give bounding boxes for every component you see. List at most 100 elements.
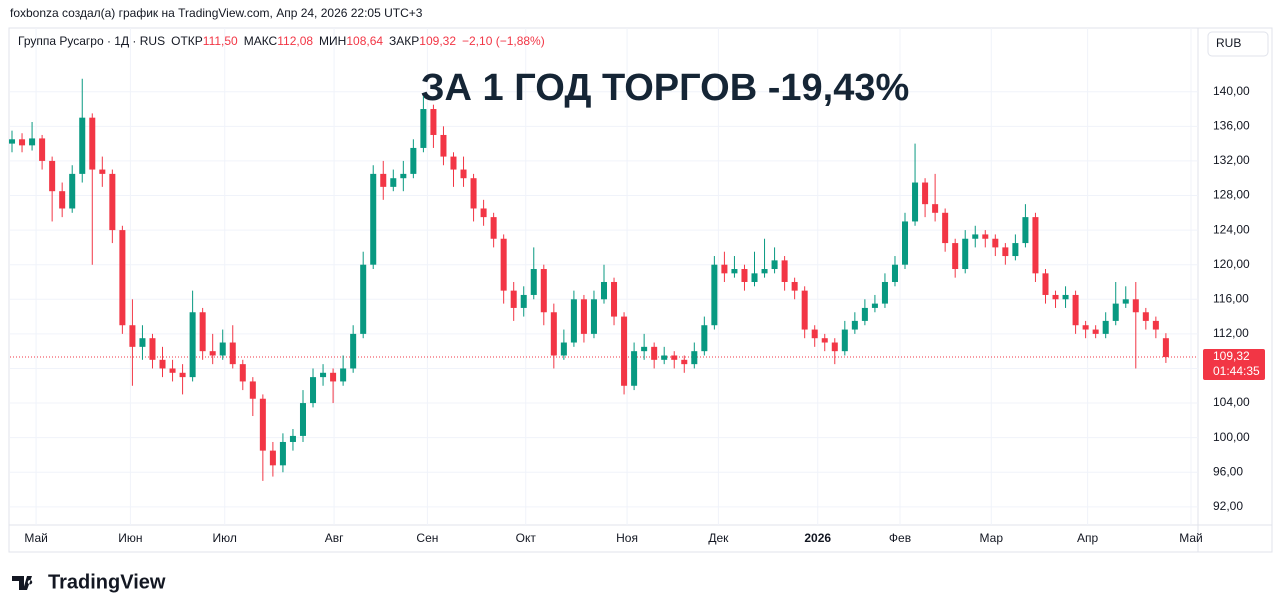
candle-body [1032,217,1039,274]
candle-body [1002,247,1009,257]
candle-body [259,398,266,451]
candle-body [821,338,828,343]
currency[interactable]: RUB [1216,36,1241,50]
candle-body [530,269,537,295]
candle-body [982,234,989,239]
candle-body [1132,299,1139,313]
candle-body [751,273,758,282]
header: foxbonza создал(а) график на TradingView… [10,6,423,20]
candle-body [39,138,46,161]
candle-body [671,355,678,360]
candle-body [1012,243,1019,257]
candle-body [661,355,668,360]
candle-body [1102,320,1109,334]
candle-body [380,173,387,187]
y-tick-label: 120,00 [1213,257,1250,271]
candle-body [580,299,587,334]
candle-body [891,264,898,282]
candle-body [1082,325,1089,330]
symbol: Группа Русагро · 1Д · RUS [18,34,165,48]
candle-body [129,325,136,347]
candle-body [320,372,327,378]
candle-body [952,243,959,270]
candle-body [701,325,708,352]
candle-body [450,156,457,170]
y-tick-label: 132,00 [1213,153,1250,167]
high-label: МАКС [244,34,278,48]
y-tick-label: 100,00 [1213,430,1250,444]
candle-body [159,359,166,369]
candle-body [932,204,939,213]
candle-body [851,320,858,330]
candle-body [99,169,106,174]
logo-text: TradingView [48,571,166,593]
y-tick-label: 136,00 [1213,118,1250,132]
candle-body [881,281,888,304]
candle-body [942,212,949,244]
logo-mark [12,576,33,590]
candle-body [972,234,979,239]
candle-body [229,342,236,365]
y-tick-label: 128,00 [1213,188,1250,202]
candle-body [811,329,818,339]
candle-body [470,178,477,209]
chart-frame [8,27,1273,553]
candle-body [299,403,306,436]
currency-button[interactable] [1207,31,1269,57]
candle-body [711,264,718,326]
candle-body [611,281,618,317]
candle-body [269,450,276,466]
candle-body [149,338,156,360]
candle-body [600,281,608,300]
candle-body [1162,338,1169,358]
chart-title: ЗА 1 ГОД ТОРГОВ -19,43% [421,67,910,109]
candle-body [631,351,638,386]
x-tick-label: Май [1179,531,1203,545]
candle-body [721,264,728,274]
y-tick-label: 124,00 [1213,222,1250,236]
x-tick-label: Окт [516,531,537,545]
candle-body [1152,320,1159,330]
candle-body [420,109,427,148]
candle-body [781,260,788,282]
candle-body [691,351,698,365]
y-tick-label: 140,00 [1213,84,1250,98]
open: 111,50 [203,34,238,48]
candle-body [912,182,919,222]
candle-body [922,182,929,205]
candle-body [480,208,487,218]
candle-body [841,329,848,352]
candle-body [761,269,768,274]
candle-body [430,109,437,135]
countdown: 01:44:35 [1213,364,1260,378]
high: 112,08 [277,34,313,48]
candle-body [641,346,648,352]
candle-body [1092,329,1099,334]
candle-body [189,312,196,378]
candle-body [831,342,838,352]
candle-body [741,269,748,282]
candle-body [681,359,688,365]
candle-body [279,441,286,466]
candle-body [340,368,347,382]
x-tick-label: Сен [416,531,438,545]
legend: Группа Русагро · 1Д · RUS ОТКР111,50 МАКС1… [18,34,545,48]
candle-body [1052,294,1059,300]
candle-body [861,307,868,321]
candle-body [350,333,357,369]
candle-body [570,299,577,343]
x-tick-label: Фев [889,531,911,545]
candle-body [239,364,246,382]
y-tick-label: 104,00 [1213,395,1250,409]
close-label: ЗАКР [389,34,419,48]
candle-body [19,139,26,146]
x-tick-label: Май [24,531,48,545]
price-tag-label: 109,32 [1213,349,1250,363]
candle-body [791,281,798,291]
x-tick-label: Авг [325,531,344,545]
candle-body [59,191,66,209]
candle-body [1122,299,1129,304]
candle-body [139,338,146,347]
x-tick-label: Апр [1077,531,1099,545]
